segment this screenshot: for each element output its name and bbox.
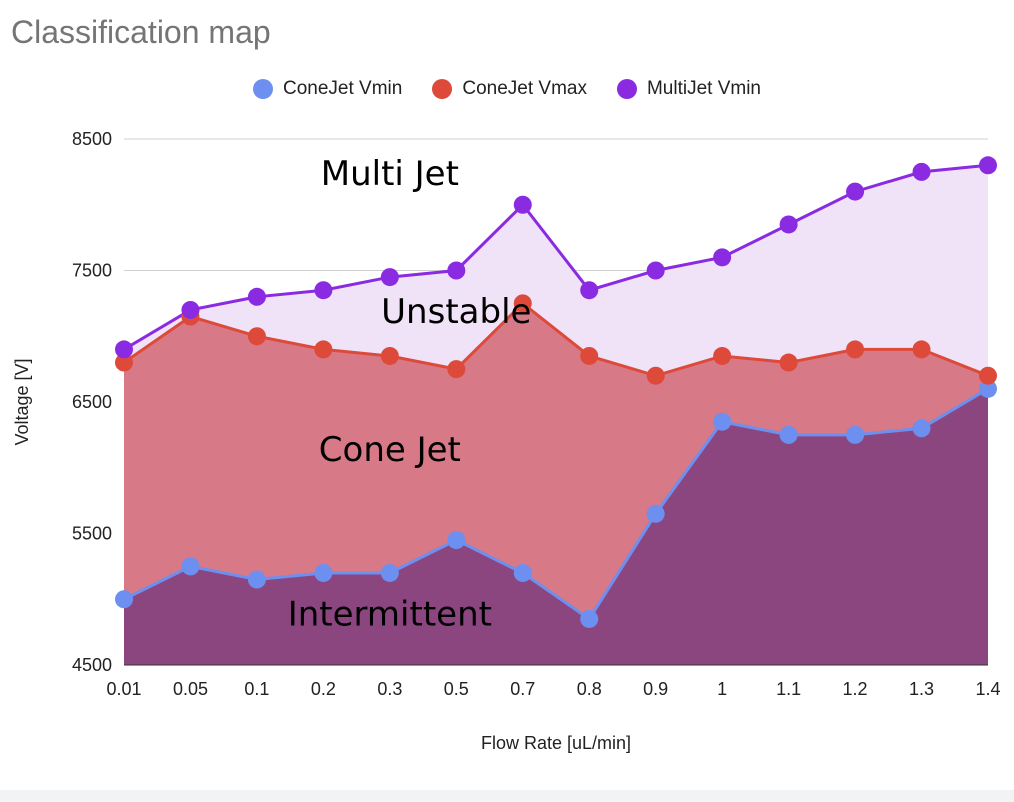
data-point-s1-9[interactable]: [713, 346, 732, 365]
data-point-s2-0[interactable]: [115, 340, 133, 359]
data-point-s0-2[interactable]: [247, 570, 266, 589]
area-intermittent: [124, 388, 988, 665]
y-tick-label-5500: 5500: [72, 524, 112, 544]
data-point-s1-5[interactable]: [447, 360, 466, 379]
data-point-s1-8[interactable]: [646, 366, 665, 385]
region-label-3: Intermittent: [288, 595, 492, 635]
region-label-0: Multi Jet: [321, 154, 459, 194]
chart-legend: ConeJet Vmin ConeJet Vmax MultiJet Vmin: [0, 78, 1014, 100]
y-tick-label-7500: 7500: [72, 261, 112, 281]
y-tick-label-4500: 4500: [72, 655, 112, 675]
data-point-s0-3[interactable]: [314, 563, 333, 582]
chart-title: Classification map: [11, 14, 271, 50]
data-point-s1-7[interactable]: [580, 346, 599, 365]
data-point-s2-11[interactable]: [846, 182, 865, 201]
x-tick-label-6: 0.7: [510, 679, 535, 699]
data-point-s0-13[interactable]: [979, 379, 997, 398]
data-point-s1-0[interactable]: [115, 353, 133, 372]
x-tick-label-2: 0.1: [244, 679, 269, 699]
data-point-s2-8[interactable]: [646, 261, 665, 280]
area-unstable-band: [124, 165, 988, 376]
data-point-s1-2[interactable]: [247, 327, 266, 346]
legend-marker-conejet-vmin: [253, 79, 273, 99]
data-point-s2-1[interactable]: [181, 300, 200, 319]
data-point-s2-5[interactable]: [447, 261, 466, 280]
x-tick-label-10: 1.1: [776, 679, 801, 699]
data-point-s0-10[interactable]: [779, 425, 798, 444]
data-point-s0-0[interactable]: [115, 590, 133, 609]
series-line-2: [123, 163, 989, 351]
legend-label-conejet-vmax: ConeJet Vmax: [462, 78, 587, 99]
data-point-s1-6[interactable]: [513, 294, 532, 313]
x-tick-label-3: 0.2: [311, 679, 336, 699]
y-axis-label: Voltage [V]: [12, 358, 32, 445]
data-point-s2-3[interactable]: [314, 281, 333, 300]
data-point-s0-9[interactable]: [713, 412, 732, 431]
legend-item-conejet-vmin[interactable]: ConeJet Vmin: [253, 78, 402, 100]
footer-bar: [0, 790, 1014, 802]
x-tick-label-0: 0.01: [106, 679, 141, 699]
x-tick-label-1: 0.05: [173, 679, 208, 699]
data-point-s1-4[interactable]: [380, 346, 399, 365]
data-point-s1-12[interactable]: [912, 340, 931, 359]
data-point-s2-6[interactable]: [513, 195, 532, 214]
legend-item-conejet-vmax[interactable]: ConeJet Vmax: [432, 78, 587, 100]
x-tick-label-9: 1: [717, 679, 727, 699]
data-point-s0-11[interactable]: [846, 425, 865, 444]
data-point-s1-10[interactable]: [779, 353, 798, 372]
region-label-1: Unstable: [381, 292, 531, 332]
series-line-1: [123, 301, 989, 378]
data-point-s0-7[interactable]: [580, 609, 599, 628]
data-point-s2-9[interactable]: [713, 248, 732, 267]
x-tick-label-11: 1.2: [843, 679, 868, 699]
data-point-s2-7[interactable]: [580, 281, 599, 300]
y-tick-label-8500: 8500: [72, 129, 112, 149]
legend-label-multijet-vmin: MultiJet Vmin: [646, 78, 761, 99]
x-tick-label-4: 0.3: [377, 679, 402, 699]
x-tick-label-12: 1.3: [909, 679, 934, 699]
series-line-0: [123, 387, 989, 622]
data-point-s0-6[interactable]: [513, 563, 532, 582]
x-tick-label-5: 0.5: [444, 679, 469, 699]
data-point-s1-13[interactable]: [979, 366, 997, 385]
data-point-s2-10[interactable]: [779, 215, 798, 234]
data-point-s0-4[interactable]: [380, 563, 399, 582]
x-tick-label-8: 0.9: [643, 679, 668, 699]
data-point-s2-13[interactable]: [979, 156, 997, 175]
data-point-s2-12[interactable]: [912, 162, 931, 181]
data-point-s0-1[interactable]: [181, 557, 200, 576]
x-axis-label: Flow Rate [uL/min]: [481, 733, 631, 753]
data-point-s0-8[interactable]: [646, 504, 665, 523]
data-point-s0-5[interactable]: [447, 531, 466, 550]
legend-item-multijet-vmin[interactable]: MultiJet Vmin: [616, 78, 761, 100]
data-point-s2-4[interactable]: [380, 268, 399, 287]
y-tick-label-6500: 6500: [72, 392, 112, 412]
legend-marker-multijet-vmin: [616, 79, 637, 99]
legend-marker-conejet-vmax: [432, 79, 453, 99]
data-point-s0-12[interactable]: [912, 419, 931, 438]
region-label-2: Cone Jet: [319, 430, 461, 470]
data-point-s1-11[interactable]: [846, 340, 865, 359]
data-point-s1-3[interactable]: [314, 340, 333, 359]
x-tick-label-13: 1.4: [975, 679, 1000, 699]
legend-label-conejet-vmin: ConeJet Vmin: [283, 78, 403, 99]
data-point-s2-2[interactable]: [247, 287, 266, 306]
x-tick-label-7: 0.8: [577, 679, 602, 699]
